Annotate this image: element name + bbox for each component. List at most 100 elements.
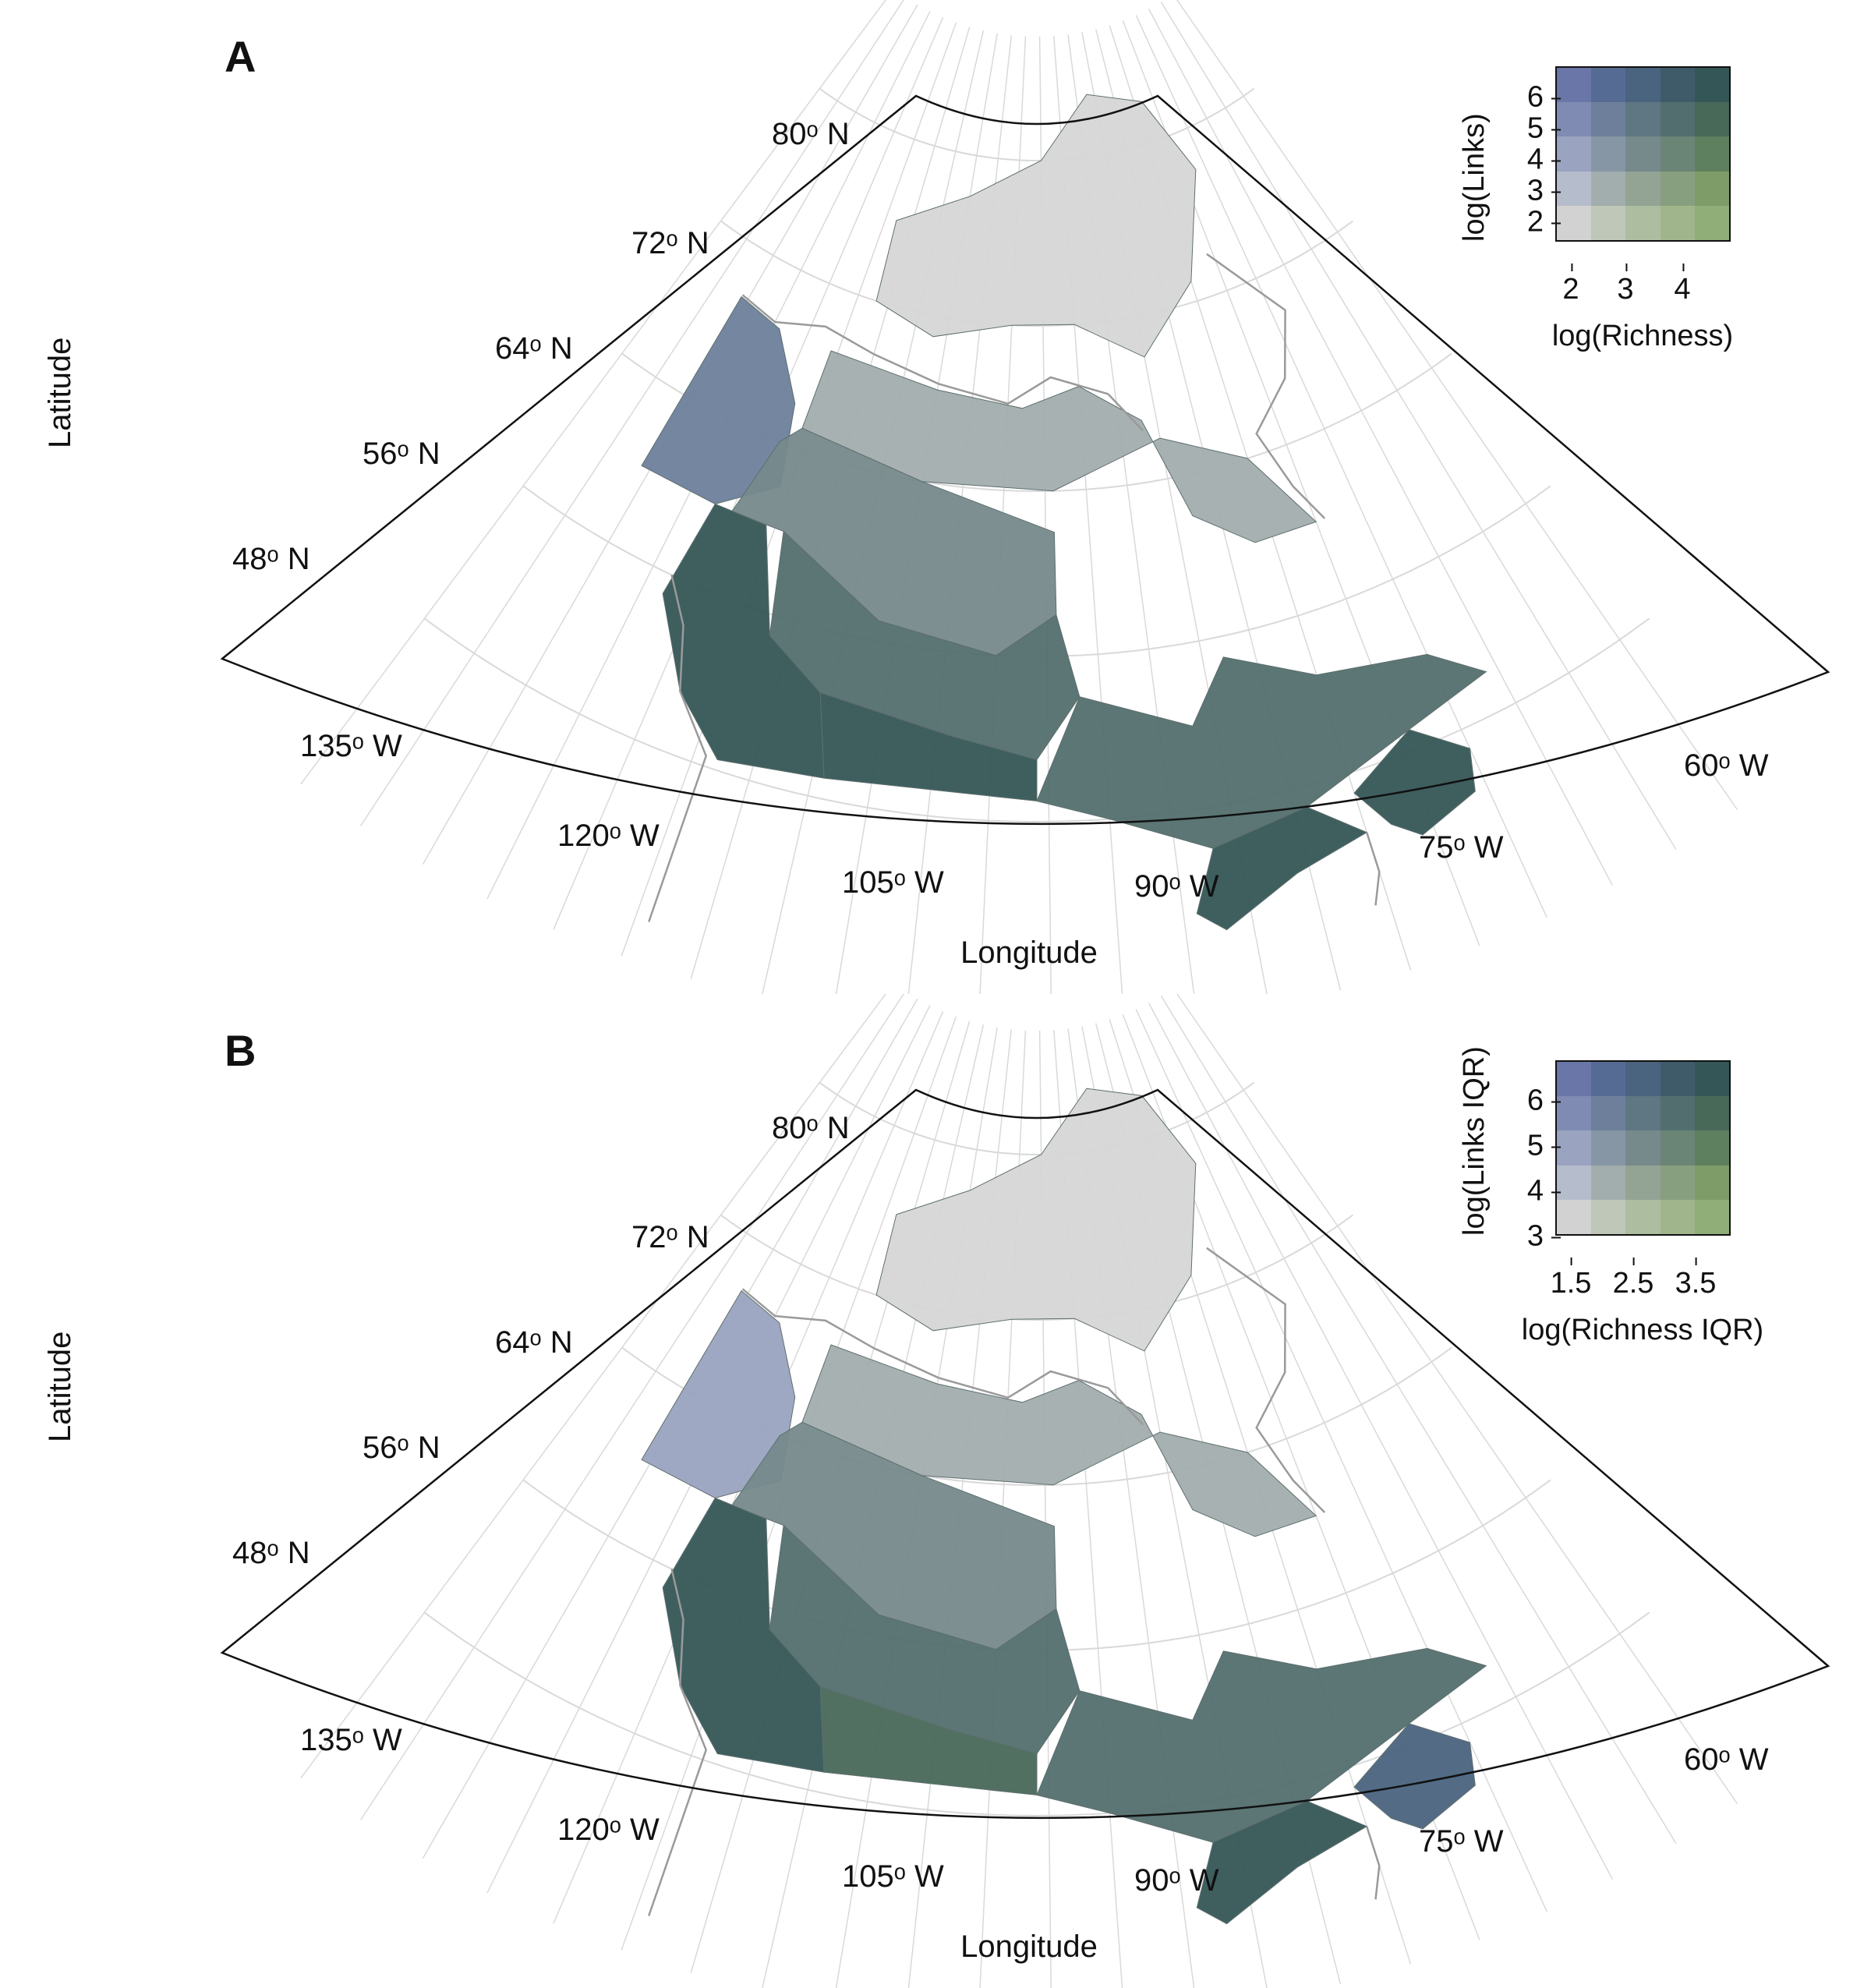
- legend-cell: [1557, 68, 1592, 103]
- coastline: [648, 253, 1381, 922]
- bivariate-legend: log(Links IQR) 6 5 4 3 1.5 2.5 3.5 log(R…: [1458, 1037, 1763, 1364]
- lat-tick-48: 48ᵒ N: [232, 542, 310, 576]
- legend-cell: [1625, 1096, 1661, 1131]
- legend-y-label: log(Links IQR): [1458, 1046, 1491, 1236]
- legend-cell: [1625, 1199, 1661, 1234]
- lon-tick-105w: 105ᵒ W: [842, 865, 944, 900]
- legend-cell: [1625, 1062, 1661, 1097]
- legend-cell: [1694, 1130, 1729, 1166]
- meridian-line: [359, 0, 904, 826]
- region-atlantic-maritime: [1353, 1723, 1476, 1830]
- meridian-line: [300, 994, 886, 1779]
- meridian-line: [1160, 2, 1677, 850]
- legend-cell: [1591, 1062, 1626, 1097]
- meridian-line: [1176, 994, 1738, 1804]
- meridian-line: [1160, 996, 1677, 1844]
- legend-x-tick: 3.5: [1675, 1258, 1717, 1300]
- region-pacific-maritime: [662, 1497, 825, 1773]
- coastline-segment: [648, 575, 708, 922]
- legend-cell: [1694, 1199, 1729, 1234]
- legend-cell: [1557, 1096, 1592, 1131]
- coastline-segment: [1366, 1826, 1381, 1900]
- legend-cell: [1625, 136, 1661, 172]
- legend-cell: [1694, 136, 1729, 172]
- legend-cell: [1591, 171, 1626, 206]
- legend-y-tick: 4: [1526, 1174, 1562, 1208]
- legend-color-grid: [1555, 1060, 1731, 1236]
- legend-cell: [1625, 102, 1661, 137]
- lon-tick-90w: 90ᵒ W: [1134, 869, 1219, 904]
- meridian-line: [1135, 15, 1547, 918]
- lon-tick-135w: 135ᵒ W: [300, 729, 402, 763]
- legend-cell: [1660, 1130, 1695, 1166]
- meridian-line: [300, 0, 886, 785]
- legend-cell: [1557, 102, 1592, 137]
- legend-cell: [1625, 68, 1661, 103]
- legend-cell: [1660, 1199, 1695, 1234]
- y-axis-label: Latitude: [43, 1331, 77, 1442]
- lat-tick-56: 56ᵒ N: [363, 1431, 440, 1465]
- lon-tick-60w: 60ᵒ W: [1684, 1742, 1769, 1777]
- legend-cell: [1557, 205, 1592, 240]
- legend-y-tick: 3: [1526, 174, 1562, 207]
- legend-cell: [1660, 205, 1695, 240]
- legend-cell: [1694, 1165, 1729, 1200]
- region-boreal-shield: [1036, 1647, 1487, 1843]
- panel-label: B: [225, 1026, 256, 1075]
- meridian-line: [1135, 1009, 1547, 1912]
- map-frame: [220, 1088, 1830, 1820]
- coastline: [648, 1247, 1381, 1916]
- meridian-line: [359, 994, 904, 1820]
- region-arctic-islands: [875, 1088, 1197, 1352]
- legend-cell: [1660, 1096, 1695, 1131]
- legend-y-tick: 3: [1526, 1219, 1562, 1253]
- map-a: 80ᵒ N 72ᵒ N 64ᵒ N 56ᵒ N 48ᵒ N 135ᵒ W 120…: [220, 0, 1830, 994]
- legend-cell: [1660, 68, 1695, 103]
- lat-tick-64: 64ᵒ N: [495, 331, 573, 366]
- legend-cell: [1591, 68, 1626, 103]
- regions: [641, 94, 1487, 931]
- lat-tick-72: 72ᵒ N: [631, 226, 709, 260]
- legend-y-tick: 5: [1526, 1129, 1562, 1162]
- legend-cell: [1660, 171, 1695, 206]
- legend-cell: [1625, 1165, 1661, 1200]
- legend-color-grid: [1555, 66, 1731, 242]
- lon-tick-135w: 135ᵒ W: [300, 1723, 402, 1757]
- lon-tick-75w: 75ᵒ W: [1419, 830, 1504, 865]
- legend-cell: [1660, 1062, 1695, 1097]
- lon-tick-90w: 90ᵒ W: [1134, 1863, 1219, 1898]
- meridian-line: [1176, 0, 1738, 810]
- lat-tick-80: 80ᵒ N: [772, 1111, 850, 1145]
- map-frame: [220, 94, 1830, 826]
- legend-cell: [1625, 1130, 1661, 1166]
- legend-cell: [1625, 171, 1661, 206]
- legend-x-tick: 2: [1562, 264, 1579, 306]
- legend-cell: [1557, 136, 1592, 172]
- map-b: 80ᵒ N 72ᵒ N 64ᵒ N 56ᵒ N 48ᵒ N 135ᵒ W 120…: [220, 994, 1830, 1988]
- legend-cell: [1557, 171, 1592, 206]
- legend-x-tick: 3: [1617, 264, 1634, 306]
- legend-y-tick: 4: [1526, 143, 1562, 176]
- legend-cell: [1557, 1165, 1592, 1200]
- region-arctic-islands: [875, 94, 1197, 358]
- legend-cell: [1591, 1130, 1626, 1166]
- x-axis-label: Longitude: [960, 936, 1098, 970]
- region-pacific-maritime: [662, 503, 825, 779]
- legend-cell: [1591, 136, 1626, 172]
- legend-cell: [1660, 1165, 1695, 1200]
- region-boreal-shield: [1036, 653, 1487, 849]
- legend-cell: [1557, 1062, 1592, 1097]
- lat-tick-56: 56ᵒ N: [363, 437, 440, 471]
- lon-tick-75w: 75ᵒ W: [1419, 1824, 1504, 1859]
- coastline-segment: [1366, 832, 1381, 906]
- lon-tick-105w: 105ᵒ W: [842, 1859, 944, 1894]
- region-northern-arctic-mainland: [801, 350, 1317, 543]
- legend-cell: [1694, 171, 1729, 206]
- legend-cell: [1591, 1096, 1626, 1131]
- bivariate-legend: log(Links) 6 5 4 3 2 2 3 4 log(Richness): [1458, 43, 1738, 370]
- lat-tick-64: 64ᵒ N: [495, 1325, 573, 1360]
- panel-a: 80ᵒ N 72ᵒ N 64ᵒ N 56ᵒ N 48ᵒ N 135ᵒ W 120…: [43, 0, 1830, 994]
- legend-y-tick: 5: [1526, 111, 1562, 145]
- legend-cell: [1591, 1165, 1626, 1200]
- lat-tick-72: 72ᵒ N: [631, 1220, 709, 1254]
